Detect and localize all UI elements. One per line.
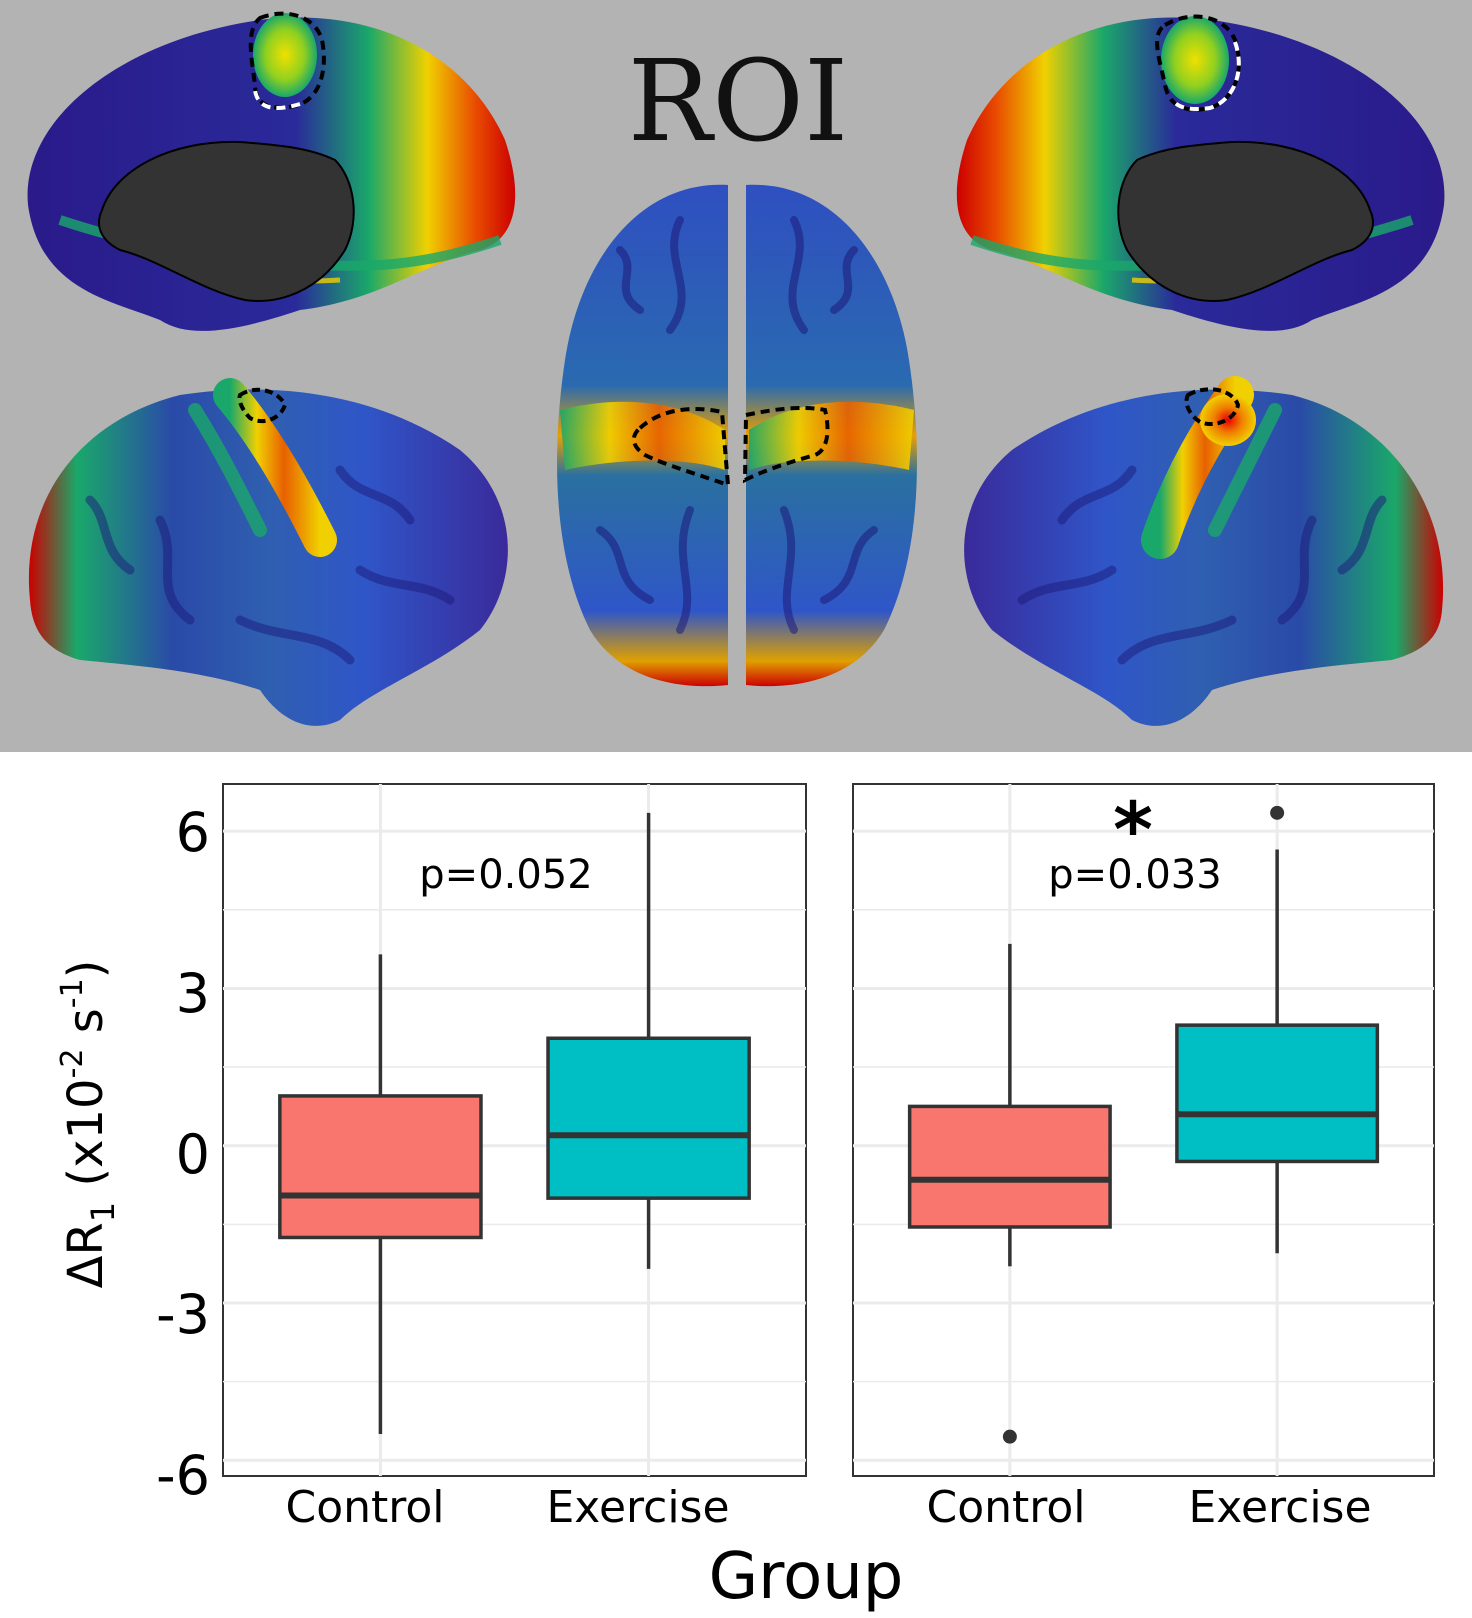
y-tick-label: 0 xyxy=(176,1123,210,1186)
brain-dorsal-view xyxy=(557,184,917,687)
p-value-label: p=0.052 xyxy=(419,852,592,898)
brain-right-medial-view xyxy=(956,14,1445,331)
medial-wall-right xyxy=(1117,140,1374,302)
roi-outline-right-lateral xyxy=(1184,387,1241,426)
y-tick-label: 6 xyxy=(176,801,210,864)
outlier-point xyxy=(1002,1429,1017,1444)
x-tick-label-exercise: Exercise xyxy=(546,1482,729,1533)
outlier-point xyxy=(1270,805,1285,820)
medial-wall-left xyxy=(98,140,355,302)
y-axis-label: ΔR1 (x10-2 s-1) xyxy=(55,960,122,1289)
box-iqr-exercise xyxy=(546,1036,751,1200)
panel-boxes xyxy=(907,805,1380,1444)
boxplot-panel-right: * p=0.033 Control Exercise xyxy=(852,783,1435,1533)
y-tick-label: 3 xyxy=(176,962,210,1025)
y-tick-label: -6 xyxy=(156,1444,210,1507)
roi-outline-left-medial xyxy=(248,11,326,110)
brain-left-medial-view xyxy=(27,11,516,331)
x-tick-label-control: Control xyxy=(926,1482,1085,1533)
significance-marker: * xyxy=(1113,785,1153,874)
brain-left-lateral-view xyxy=(28,378,508,726)
roi-outline-left-lateral xyxy=(237,387,288,424)
box-iqr-exercise xyxy=(1175,1023,1380,1164)
brain-right-lateral-view xyxy=(964,376,1444,726)
x-tick-label-control: Control xyxy=(285,1482,444,1533)
y-tick-label: -3 xyxy=(156,1283,210,1346)
roi-panel: ROI xyxy=(0,0,1472,752)
panel-boxes xyxy=(278,812,751,1435)
roi-title: ROI xyxy=(628,37,848,167)
box-iqr-control xyxy=(278,1094,483,1240)
boxplot-panel-left: p=0.052 Control Exercise xyxy=(222,783,807,1533)
box-iqr-control xyxy=(907,1104,1112,1229)
x-axis-label: Group xyxy=(709,1540,904,1614)
x-tick-label-exercise: Exercise xyxy=(1188,1482,1371,1533)
y-tick-labels: -6 -3 0 3 6 xyxy=(156,801,210,1507)
boxplot-figure: ΔR1 (x10-2 s-1) -6 -3 0 3 6 p=0.052 Cont… xyxy=(55,783,1435,1614)
p-value-label: p=0.033 xyxy=(1048,852,1221,898)
roi-outline-dorsal-right xyxy=(742,405,830,484)
